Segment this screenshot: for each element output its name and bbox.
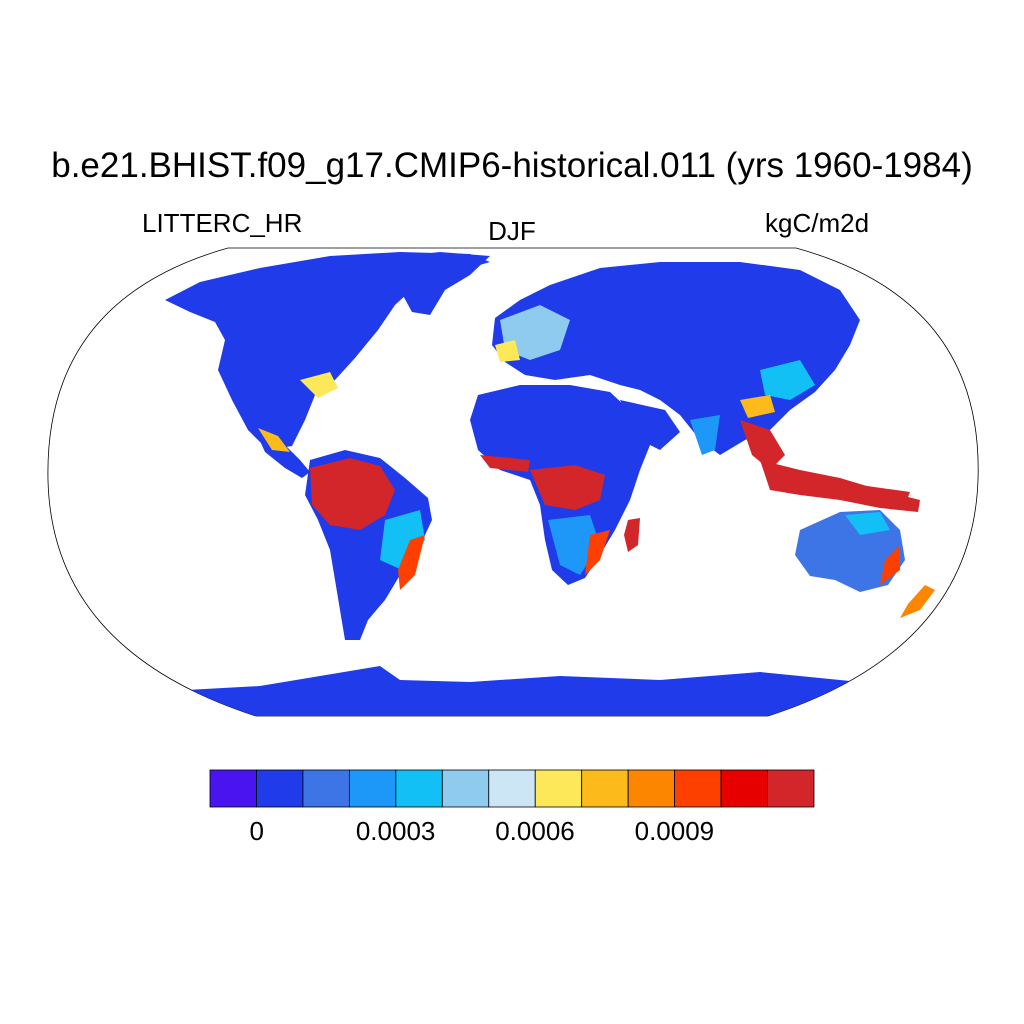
australia-north-light <box>845 512 890 535</box>
iberia-warm <box>495 340 520 362</box>
colorbar-tick-label: 0 <box>249 816 264 846</box>
land-new-zealand <box>900 585 935 618</box>
colorbar <box>209 769 815 808</box>
colorbar-box <box>302 769 350 808</box>
colorbar-box <box>209 769 257 808</box>
variable-label: LITTERC_HR <box>142 208 303 238</box>
congo-high <box>530 465 605 510</box>
india-light <box>690 415 720 455</box>
colorbar-box <box>720 769 768 808</box>
units-label: kgC/m2d <box>765 208 870 238</box>
china-south-warm <box>740 395 775 418</box>
colorbar-tick-label: 0.0003 <box>355 816 436 846</box>
colorbar-box <box>674 769 722 808</box>
colorbar-box <box>627 769 676 808</box>
europe-light <box>500 305 570 360</box>
colorbar-tick-label: 0.0006 <box>495 816 575 846</box>
colorbar-box <box>441 769 490 808</box>
us-east-warm <box>300 372 338 398</box>
new-guinea-high <box>860 485 910 505</box>
colorbar-box <box>348 769 397 808</box>
season-label: DJF <box>488 216 536 246</box>
land-north-america <box>165 252 490 450</box>
land-antarctica <box>47 666 979 716</box>
colorbar-tick-label: 0.0009 <box>634 816 715 846</box>
colorbar-box <box>767 769 815 808</box>
africa-west-coast <box>480 455 530 472</box>
amazon-high <box>310 458 395 530</box>
southern-africa-high <box>585 530 610 575</box>
land-greenland <box>385 252 490 315</box>
brazil-coast-high <box>398 535 425 590</box>
colorbar-box <box>488 769 536 808</box>
land-arabia <box>620 400 680 450</box>
mexico-warm <box>258 428 290 452</box>
colorbar-box <box>581 769 629 808</box>
australia-east-high <box>880 545 900 585</box>
land-madagascar <box>624 518 640 552</box>
brazil-coast-mid <box>380 510 425 570</box>
plot-title: b.e21.BHIST.f09_g17.CMIP6-historical.011… <box>51 146 973 185</box>
colorbar-box <box>534 769 583 808</box>
colorbar-box <box>395 769 443 808</box>
colorbar-box <box>256 769 304 808</box>
east-asia-light <box>760 360 815 400</box>
southeast-asia-high <box>740 420 785 470</box>
